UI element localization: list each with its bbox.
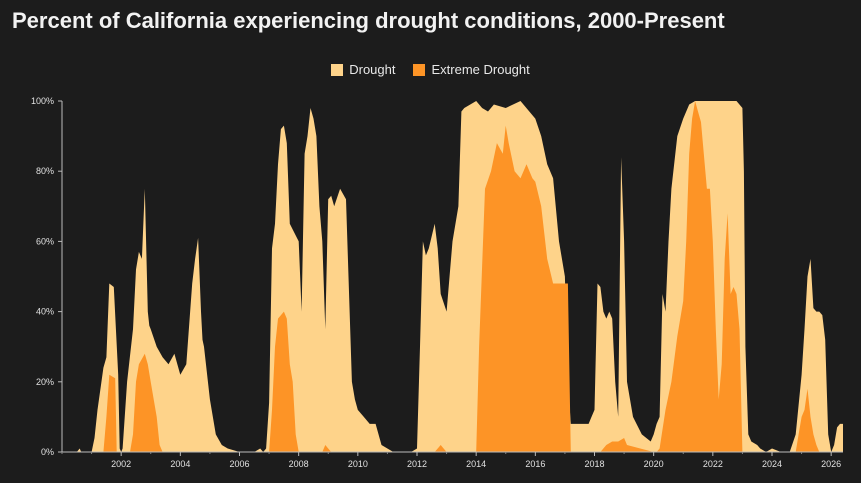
x-tick-label: 2026: [821, 459, 841, 469]
x-tick-label: 2002: [111, 459, 131, 469]
axes: 0% 20% 40% 60% 80% 100% 2002 2004 2006 2008 2010 20…: [31, 96, 843, 469]
y-tick-label: 80%: [36, 166, 54, 176]
x-tick-label: 2018: [584, 459, 604, 469]
legend-label-drought: Drought: [349, 62, 396, 77]
y-tick-label: 40%: [36, 307, 54, 317]
x-tick-label: 2004: [170, 459, 190, 469]
x-tick-label: 2010: [348, 459, 368, 469]
y-tick-label: 20%: [36, 377, 54, 387]
area-drought[interactable]: [62, 101, 843, 452]
x-tick-label: 2008: [289, 459, 309, 469]
y-tick-label: 0%: [41, 447, 54, 457]
legend-item-drought[interactable]: Drought: [331, 62, 395, 77]
x-tick-label: 2024: [762, 459, 782, 469]
legend-label-extreme-drought: Extreme Drought: [431, 62, 530, 77]
chart-title: Percent of California experiencing droug…: [12, 8, 725, 33]
legend-item-extreme-drought[interactable]: Extreme Drought: [413, 62, 530, 77]
plot-area: [62, 101, 843, 452]
y-tick-label: 60%: [36, 236, 54, 246]
x-tick-label: 2006: [229, 459, 249, 469]
x-tick-label: 2014: [466, 459, 486, 469]
area-extreme-drought[interactable]: [62, 101, 820, 452]
legend: Drought Extreme Drought: [0, 62, 861, 77]
x-tick-label: 2022: [703, 459, 723, 469]
y-tick-label: 100%: [31, 96, 54, 106]
x-tick-label: 2016: [525, 459, 545, 469]
legend-swatch-drought: [331, 63, 344, 76]
legend-swatch-extreme-drought: [413, 63, 426, 76]
x-tick-label: 2012: [407, 459, 427, 469]
x-tick-label: 2020: [644, 459, 664, 469]
